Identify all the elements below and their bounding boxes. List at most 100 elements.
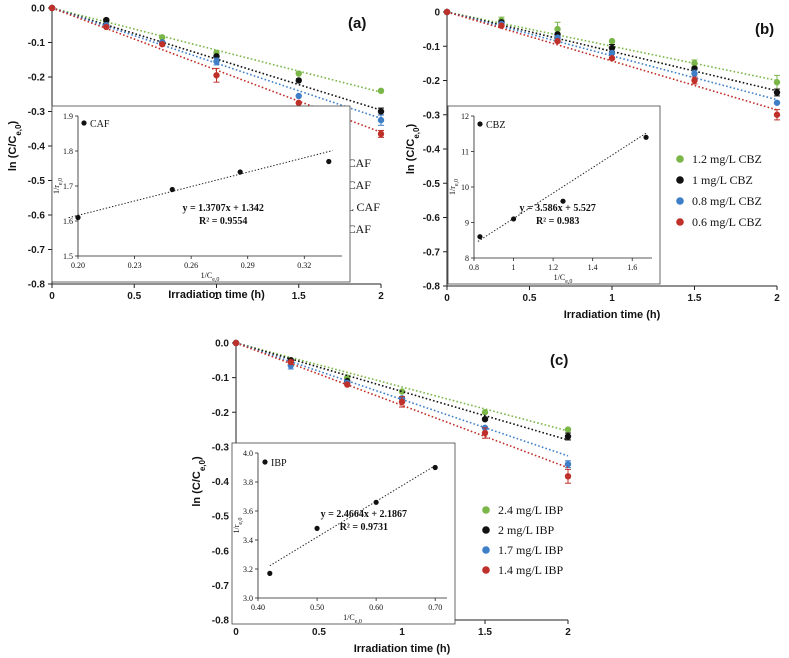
inset-x-axis-label-sub: e,0: [355, 619, 362, 625]
y-axis-label-end: ): [191, 456, 203, 460]
y-tick-label: -0.1: [212, 373, 230, 384]
inset-r-squared: R² = 0.9554: [199, 216, 247, 227]
inset-x-tick-label: 0.8: [469, 263, 479, 272]
inset-data-point: [477, 234, 483, 240]
inset-data-point: [326, 158, 332, 165]
data-point: [554, 37, 561, 45]
inset-r-squared: R² = 0.9731: [340, 522, 388, 533]
y-tick-label: -0.7: [28, 245, 46, 256]
data-point: [232, 339, 240, 347]
y-tick-label: -0.1: [28, 38, 46, 49]
inset-x-axis-label-sub: e,0: [212, 277, 219, 283]
inset-equation: y = 3.586x + 5.527: [519, 203, 595, 214]
data-point: [377, 116, 385, 124]
x-tick-label: 2: [774, 293, 780, 304]
inset-y-axis-label-main: 1/r: [52, 185, 61, 194]
inset-data-point: [510, 216, 517, 222]
x-tick-label: 0.5: [312, 627, 326, 638]
y-axis-label-sub: e,0: [412, 127, 421, 139]
y-axis-label: ln (C/Ce,0): [7, 121, 23, 172]
legend-label: 1.4 mg/L IBP: [498, 563, 564, 577]
inset-data-point: [237, 169, 243, 175]
data-point: [481, 409, 489, 416]
y-tick-label: -0.5: [423, 179, 441, 190]
inset-title: IBP: [271, 458, 287, 469]
y-tick-label: -0.8: [28, 280, 46, 291]
y-tick-label: 0.0: [215, 339, 229, 350]
inset-title-marker: [262, 459, 268, 465]
y-tick-label: 0.0: [31, 4, 45, 15]
data-point: [481, 429, 489, 437]
legend-label: 0.8 mg/L CBZ: [692, 194, 762, 208]
x-tick-label: 1: [399, 627, 405, 638]
inset-frame: [231, 442, 456, 625]
panel-label: (b): [755, 21, 774, 38]
data-point: [608, 44, 616, 52]
data-point: [295, 92, 302, 100]
data-point: [564, 460, 572, 468]
data-point: [608, 55, 616, 62]
data-point: [103, 23, 110, 31]
inset-x-axis-label-main: 1/C: [343, 613, 355, 622]
data-point: [377, 130, 385, 138]
inset-y-tick-label: 1.9: [63, 112, 73, 121]
data-point: [443, 8, 451, 16]
data-point: [103, 16, 110, 24]
inset-data-point: [169, 186, 175, 193]
x-tick-label: 1.5: [688, 293, 702, 304]
y-axis-label-sub: e,0: [14, 124, 23, 136]
y-axis-label-main: ln (C/C: [191, 471, 203, 506]
inset-title: CAF: [90, 119, 110, 130]
data-point: [295, 77, 302, 84]
series-4: [232, 339, 572, 484]
data-point: [159, 41, 166, 48]
inset-data-point: [643, 134, 649, 140]
data-point: [564, 433, 572, 440]
data-point: [48, 4, 56, 12]
inset-x-tick-label: 0.32: [297, 261, 311, 270]
x-tick-label: 0: [233, 627, 239, 638]
inset-fit-line: [68, 150, 333, 219]
legend: 1.2 mg/L CBZ 1 mg/L CBZ 0.8 mg/L CBZ 0.6 mg…: [676, 152, 762, 229]
inset-y-axis-label-sub: e,0: [454, 179, 460, 186]
data-point: [398, 388, 406, 395]
inset-y-tick-label: 3.0: [243, 594, 253, 603]
y-tick-label: -0.6: [212, 546, 230, 557]
x-axis-label: Irradiation time (h): [564, 309, 661, 321]
y-tick-label: -0.4: [423, 145, 441, 156]
data-point: [773, 111, 781, 118]
inset-x-axis-label: 1/Ce,0: [554, 273, 573, 285]
inset-x-axis-label-main: 1/C: [554, 273, 566, 282]
inset-y-tick-label: 1.6: [63, 217, 73, 226]
inset-x-tick-label: 1.4: [588, 263, 598, 272]
inset-y-tick-label: 1.7: [63, 182, 73, 191]
inset-x-axis-label: 1/Ce,0: [343, 613, 362, 625]
data-point: [608, 49, 616, 57]
data-point: [377, 108, 385, 115]
panel-label: (a): [348, 15, 366, 32]
data-point: [498, 22, 505, 29]
y-axis-label: ln (C/Ce,0): [191, 456, 207, 507]
inset-y-tick-label: 9: [465, 219, 469, 228]
y-tick-label: -0.7: [212, 581, 230, 592]
data-point: [377, 87, 385, 95]
inset-y-axis-label: 1/re,0: [52, 178, 64, 194]
inset-x-axis-label-sub: e,0: [565, 279, 572, 285]
inset-x-tick-label: 0.40: [251, 603, 265, 612]
x-tick-label: 0: [49, 291, 55, 302]
y-tick-label: -0.5: [212, 512, 230, 523]
inset-frame: [51, 105, 351, 283]
legend-marker: [482, 566, 490, 574]
data-point: [691, 77, 698, 84]
y-axis-label: ln (C/Ce,0): [405, 124, 421, 175]
y-axis-label-end: ): [7, 121, 19, 125]
data-point: [691, 70, 698, 77]
inset-x-tick-label: 0.20: [71, 261, 85, 270]
y-tick-label: -0.2: [212, 408, 230, 419]
y-tick-label: 0: [434, 8, 440, 19]
x-tick-label: 0.5: [127, 291, 141, 302]
inset-x-tick-label: 0.70: [428, 603, 442, 612]
inset-y-axis-label-main: 1/r: [232, 524, 241, 533]
inset-y-axis-label-main: 1/r: [448, 186, 457, 195]
